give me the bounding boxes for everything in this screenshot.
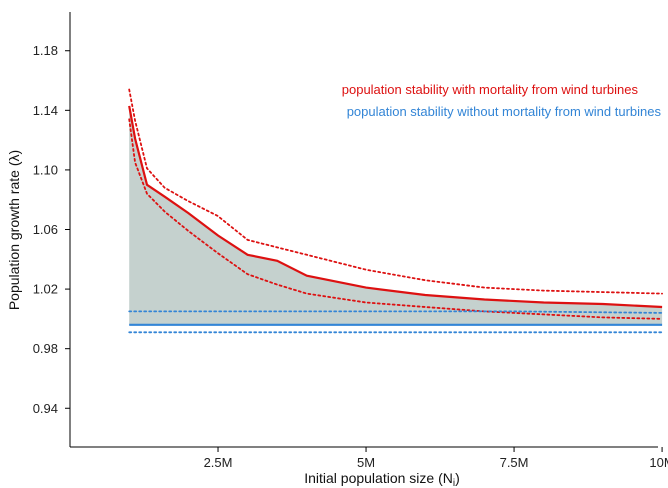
series-with-mean-line — [128, 105, 663, 309]
confidence-bands — [129, 105, 663, 325]
x-tick-label: 10M — [649, 455, 668, 470]
series-with-upper-bound — [128, 88, 663, 295]
x-axis-title: Initial population size (Ni) — [304, 470, 460, 488]
y-tick-label: 1.14 — [33, 103, 58, 118]
y-tick-label: 1.06 — [33, 222, 58, 237]
x-tick-label: 5M — [357, 455, 375, 470]
series-without-upper-bound — [128, 310, 663, 314]
x-tick-label: 7.5M — [500, 455, 529, 470]
x-tick-label: 2.5M — [204, 455, 233, 470]
y-tick-label: 0.94 — [33, 401, 58, 416]
y-tick-label: 1.18 — [33, 43, 58, 58]
legend-entry-without-mortality: population stability without mortality f… — [347, 104, 662, 119]
legend-entry-with-mortality: population stability with mortality from… — [342, 82, 639, 97]
y-axis-ticks: 0.94 0.98 1.02 1.06 1.10 1.14 1.18 — [33, 43, 70, 416]
shaded-difference-area — [129, 105, 663, 325]
series-lines — [128, 88, 663, 334]
x-axis-ticks: 2.5M 5M 7.5M 10M — [204, 447, 668, 470]
y-tick-label: 1.10 — [33, 162, 58, 177]
y-axis-title: Population growth rate (λ) — [6, 150, 22, 310]
series-with-lower-bound — [128, 118, 663, 320]
y-tick-label: 1.02 — [33, 282, 58, 297]
y-tick-label: 0.98 — [33, 341, 58, 356]
